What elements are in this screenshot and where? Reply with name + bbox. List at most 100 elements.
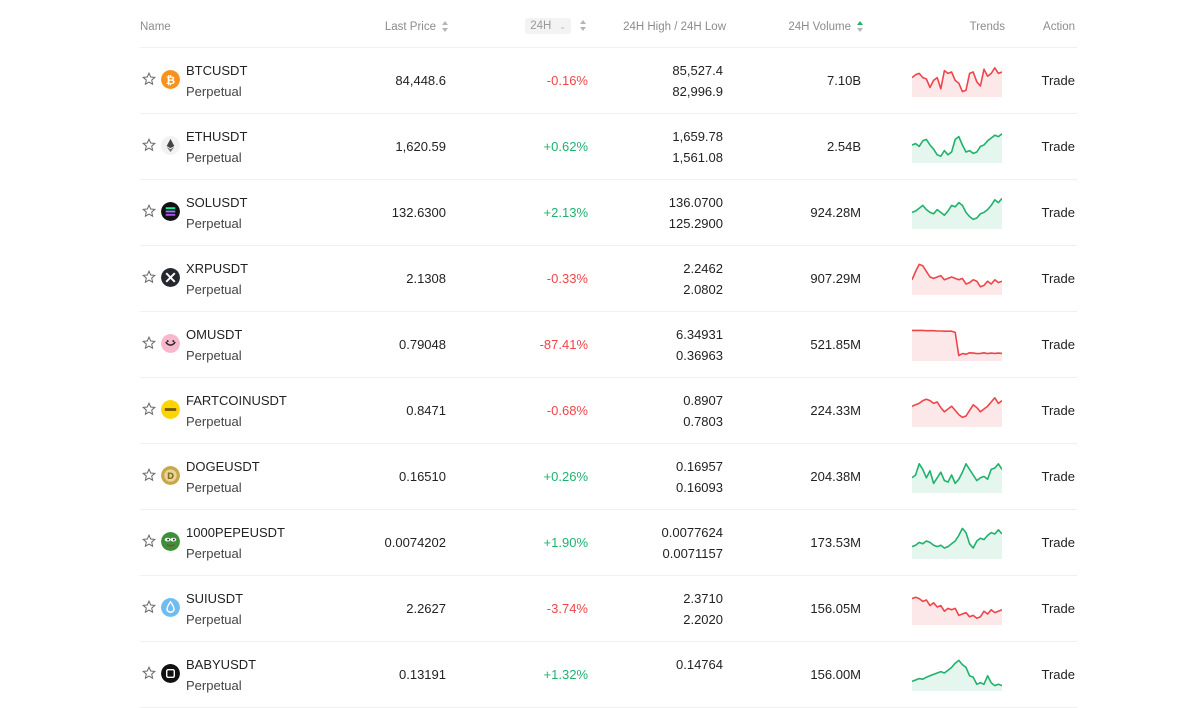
change-24h: -0.68% bbox=[546, 403, 588, 418]
table-row[interactable]: ETHUSDT Perpetual 1,620.59 +0.62% 1,659.78 1,… bbox=[140, 114, 1077, 180]
trade-link[interactable]: Trade bbox=[1041, 601, 1075, 616]
table-row[interactable]: D DOGEUSDT Perpetual 0.16510 +0.26% 0.16957 0.… bbox=[140, 444, 1077, 510]
favorite-star-icon[interactable] bbox=[141, 533, 157, 548]
trade-link[interactable]: Trade bbox=[1041, 73, 1075, 88]
chevron-down-icon: ⌄ bbox=[559, 22, 566, 31]
symbol-name[interactable]: 1000PEPEUSDT bbox=[186, 525, 285, 540]
doge-icon: D bbox=[161, 466, 180, 485]
low-24h: 125.2900 bbox=[668, 216, 723, 231]
high-24h: 85,527.4 bbox=[672, 63, 723, 78]
high-24h: 0.16957 bbox=[676, 459, 723, 474]
symbol-name[interactable]: XRPUSDT bbox=[186, 261, 249, 276]
change-24h: -0.16% bbox=[546, 73, 588, 88]
volume-header-label: 24H Volume bbox=[788, 21, 851, 33]
high-low-column-header: 24H High / 24H Low bbox=[623, 21, 726, 33]
market-table: Name Last Price 24H ⌄ 24H High / 24H Low … bbox=[140, 0, 1077, 708]
favorite-star-icon[interactable] bbox=[141, 335, 157, 350]
table-row[interactable]: SOLUSDT Perpetual 132.6300 +2.13% 136.0700 12… bbox=[140, 180, 1077, 246]
change-24h: +2.13% bbox=[543, 205, 588, 220]
trend-sparkline bbox=[912, 463, 1002, 493]
volume-24h: 7.10B bbox=[827, 73, 861, 88]
volume-24h: 204.38M bbox=[810, 469, 861, 484]
symbol-name[interactable]: BTCUSDT bbox=[186, 63, 248, 78]
trade-link[interactable]: Trade bbox=[1041, 139, 1075, 154]
table-row[interactable]: BABYUSDT Perpetual 0.13191 +1.32% 0.14764 156… bbox=[140, 642, 1077, 708]
trade-link[interactable]: Trade bbox=[1041, 271, 1075, 286]
trend-sparkline bbox=[912, 197, 1002, 229]
btc-icon: ₿ bbox=[161, 70, 180, 89]
table-row[interactable]: 1000PEPEUSDT Perpetual 0.0074202 +1.90% 0.00… bbox=[140, 510, 1077, 576]
svg-text:₿: ₿ bbox=[166, 73, 175, 87]
name-header-label: Name bbox=[140, 21, 171, 33]
table-body: ₿ BTCUSDT Perpetual 84,448.6 -0.16% 85,527.4 8… bbox=[140, 48, 1077, 708]
favorite-star-icon[interactable] bbox=[141, 665, 157, 680]
favorite-star-icon[interactable] bbox=[141, 269, 157, 284]
symbol-name[interactable]: OMUSDT bbox=[186, 327, 243, 342]
favorite-star-icon[interactable] bbox=[141, 137, 157, 152]
favorite-star-icon[interactable] bbox=[141, 401, 157, 416]
trade-link[interactable]: Trade bbox=[1041, 469, 1075, 484]
change-period-select[interactable]: 24H ⌄ bbox=[525, 18, 571, 34]
contract-type: Perpetual bbox=[186, 150, 242, 165]
trade-link[interactable]: Trade bbox=[1041, 337, 1075, 352]
last-price: 1,620.59 bbox=[395, 139, 446, 154]
low-24h: 2.0802 bbox=[683, 282, 723, 297]
trade-link[interactable]: Trade bbox=[1041, 403, 1075, 418]
contract-type: Perpetual bbox=[186, 282, 242, 297]
om-icon bbox=[161, 334, 180, 353]
change-column-header[interactable]: 24H ⌄ bbox=[525, 18, 586, 34]
symbol-name[interactable]: DOGEUSDT bbox=[186, 459, 260, 474]
trend-sparkline bbox=[912, 596, 1002, 625]
trend-sparkline bbox=[912, 67, 1002, 97]
low-24h: 0.16093 bbox=[676, 480, 723, 495]
low-24h: 2.2020 bbox=[683, 612, 723, 627]
trade-link[interactable]: Trade bbox=[1041, 205, 1075, 220]
volume-24h: 2.54B bbox=[827, 139, 861, 154]
volume-24h: 521.85M bbox=[810, 337, 861, 352]
trend-sparkline bbox=[912, 397, 1002, 427]
symbol-name[interactable]: BABYUSDT bbox=[186, 657, 257, 672]
table-row[interactable]: XRPUSDT Perpetual 2.1308 -0.33% 2.2462 2.0802… bbox=[140, 246, 1077, 312]
symbol-name[interactable]: ETHUSDT bbox=[186, 129, 248, 144]
table-header: Name Last Price 24H ⌄ 24H High / 24H Low … bbox=[140, 0, 1077, 48]
symbol-name[interactable]: SUIUSDT bbox=[186, 591, 244, 606]
favorite-star-icon[interactable] bbox=[141, 599, 157, 614]
table-row[interactable]: SUIUSDT Perpetual 2.2627 -3.74% 2.3710 2.2020… bbox=[140, 576, 1077, 642]
table-row[interactable]: OMUSDT Perpetual 0.79048 -87.41% 6.34931 0.36… bbox=[140, 312, 1077, 378]
table-row[interactable]: ₿ BTCUSDT Perpetual 84,448.6 -0.16% 85,527.4 8… bbox=[140, 48, 1077, 114]
favorite-star-icon[interactable] bbox=[141, 467, 157, 482]
change-24h: -87.41% bbox=[539, 337, 588, 352]
change-24h: -3.74% bbox=[546, 601, 588, 616]
last-price-header-label: Last Price bbox=[384, 21, 436, 33]
contract-type: Perpetual bbox=[186, 612, 242, 627]
last-price: 0.8471 bbox=[406, 403, 446, 418]
high-24h: 0.8907 bbox=[683, 393, 723, 408]
high-24h: 6.34931 bbox=[676, 327, 723, 342]
table-row[interactable]: FARTCOINUSDT Perpetual 0.8471 -0.68% 0.8907 0… bbox=[140, 378, 1077, 444]
trend-sparkline bbox=[912, 133, 1002, 163]
trade-link[interactable]: Trade bbox=[1041, 535, 1075, 550]
favorite-star-icon[interactable] bbox=[141, 71, 157, 86]
volume-24h: 156.05M bbox=[810, 601, 861, 616]
action-column-header: Action bbox=[1043, 21, 1075, 33]
volume-24h: 224.33M bbox=[810, 403, 861, 418]
last-price-column-header[interactable]: Last Price bbox=[385, 21, 448, 33]
last-price: 84,448.6 bbox=[395, 73, 446, 88]
low-24h: 0.36963 bbox=[676, 348, 723, 363]
xrp-icon bbox=[161, 268, 180, 287]
volume-column-header[interactable]: 24H Volume bbox=[788, 21, 863, 33]
favorite-star-icon[interactable] bbox=[141, 203, 157, 218]
last-price: 2.2627 bbox=[406, 601, 446, 616]
last-price: 0.79048 bbox=[399, 337, 446, 352]
low-24h: 82,996.9 bbox=[672, 84, 723, 99]
high-24h: 136.0700 bbox=[668, 195, 723, 210]
trend-sparkline bbox=[912, 659, 1002, 691]
sort-icon bbox=[580, 20, 586, 32]
svg-text:D: D bbox=[167, 472, 174, 482]
symbol-name[interactable]: FARTCOINUSDT bbox=[186, 393, 287, 408]
low-24h: 0.0071157 bbox=[662, 546, 724, 561]
high-24h: 2.2462 bbox=[683, 261, 723, 276]
change-24h: -0.33% bbox=[546, 271, 588, 286]
symbol-name[interactable]: SOLUSDT bbox=[186, 195, 248, 210]
eth-icon bbox=[161, 136, 180, 155]
